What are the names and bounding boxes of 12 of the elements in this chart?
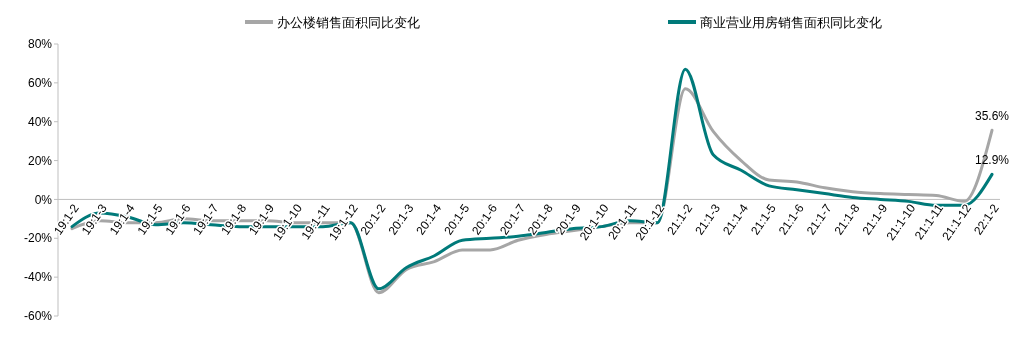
y-tick-label: -20% (23, 231, 53, 246)
y-tick-label: -40% (23, 270, 53, 285)
legend-label: 商业营业用房销售面积同比变化 (700, 14, 882, 30)
y-tick-label: 80% (27, 37, 53, 52)
y-tick-label: 0% (34, 192, 53, 207)
annotation: 12.9% (974, 153, 1010, 168)
y-tick-label: 60% (27, 76, 53, 91)
legend-label: 办公楼销售面积同比变化 (277, 14, 420, 30)
y-tick-label: 20% (27, 153, 53, 168)
y-tick-label: -60% (23, 309, 53, 324)
y-tick-label: 40% (27, 114, 53, 129)
annotation: 35.6% (974, 109, 1010, 124)
